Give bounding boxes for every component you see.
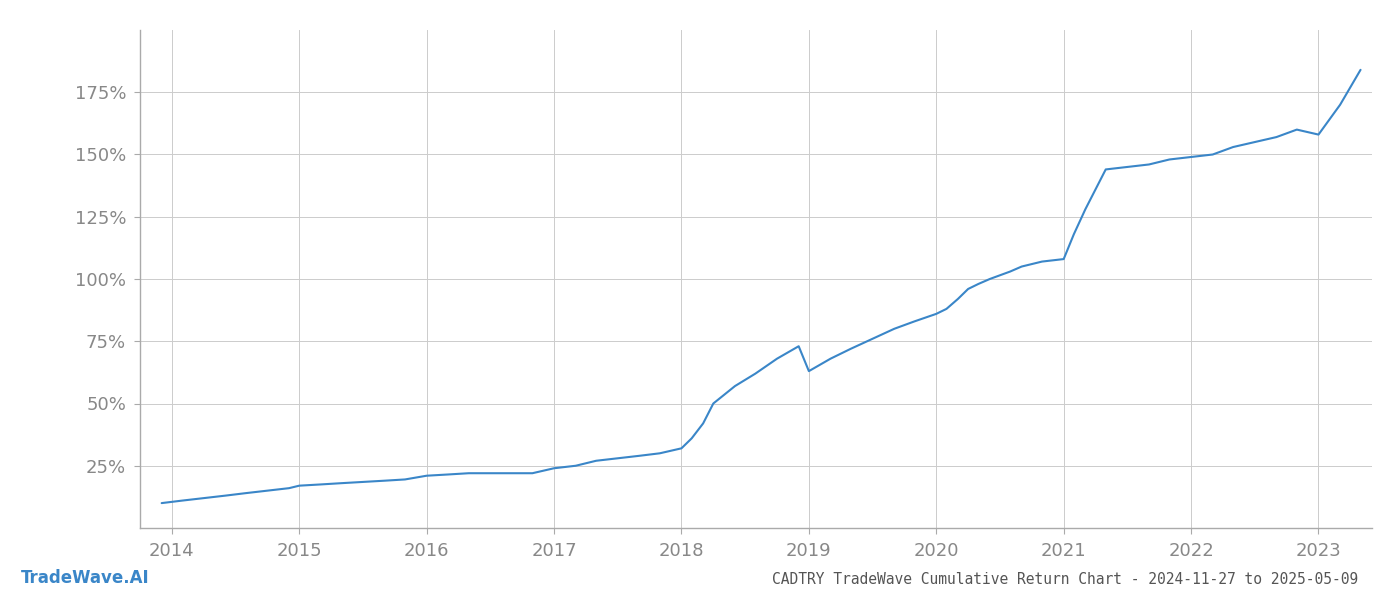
Text: TradeWave.AI: TradeWave.AI [21, 569, 150, 587]
Text: CADTRY TradeWave Cumulative Return Chart - 2024-11-27 to 2025-05-09: CADTRY TradeWave Cumulative Return Chart… [771, 572, 1358, 587]
